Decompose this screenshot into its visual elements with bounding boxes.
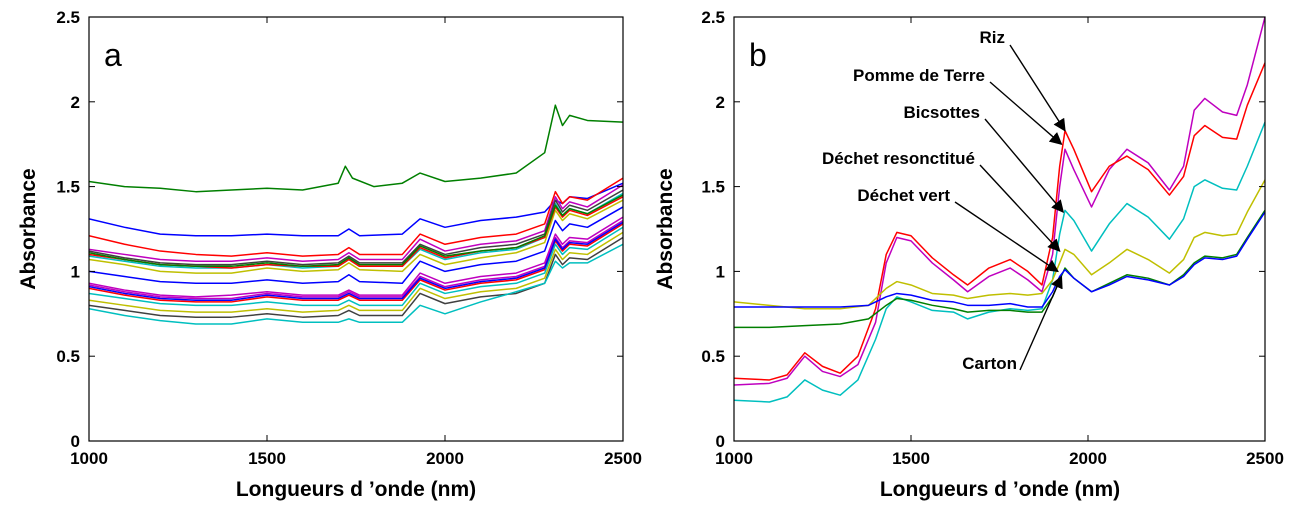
y-tick-label: 0.5 <box>701 347 725 366</box>
y-tick-label: 0 <box>716 432 725 451</box>
annotation-label: Carton <box>962 354 1017 373</box>
annotation-arrow <box>954 201 1059 273</box>
series-line-a-12 <box>89 223 623 303</box>
panel-a: 1000 1500 2000 2500 0 0.5 1 1.5 2 2.5 a Longueurs… <box>17 8 642 501</box>
plot-area-b <box>734 17 1265 441</box>
series-line-a-11 <box>89 219 623 300</box>
series-line-b-1 <box>734 17 1265 386</box>
panel-label-b: b <box>749 37 767 73</box>
series-line-b-3 <box>734 121 1265 403</box>
y-tick-label: 2 <box>71 93 80 112</box>
plot-area-a <box>89 17 623 441</box>
annotation-label: Pomme de Terre <box>853 66 985 85</box>
plot-frame-a <box>88 16 624 442</box>
x-tick-label: 1000 <box>70 449 108 468</box>
x-tick-label: 1000 <box>715 449 753 468</box>
series-line-a-3 <box>89 177 623 257</box>
x-tick-label: 1500 <box>248 449 286 468</box>
annotation-arrow <box>984 118 1065 214</box>
series-line-a-4 <box>89 184 623 262</box>
x-tick-label: 1500 <box>892 449 930 468</box>
y-tick-label: 2 <box>716 93 725 112</box>
x-tick-label: 2000 <box>1069 449 1107 468</box>
series-line-a-10 <box>89 194 623 268</box>
ticks-group-a: 1000 1500 2000 2500 0 0.5 1 1.5 2 2.5 <box>56 8 642 468</box>
y-tick-label: 1.5 <box>701 178 725 197</box>
annotation-arrow <box>979 164 1061 252</box>
ticks-group-b: 1000 1500 2000 2500 0 0.5 1 1.5 2 2.5 <box>701 8 1284 468</box>
series-line-a-15 <box>89 231 623 313</box>
series-line-a-1 <box>89 104 623 193</box>
y-tick-label: 0 <box>71 432 80 451</box>
series-line-a-2 <box>89 182 623 237</box>
series-line-a-6 <box>89 199 623 274</box>
annotation-label: Déchet resonctitué <box>822 149 975 168</box>
annotation-arrow <box>1019 275 1063 371</box>
y-axis-label-b: Absorbance <box>654 168 677 289</box>
x-axis-label-b: Longueurs d ’onde (nm) <box>880 478 1120 501</box>
y-tick-label: 1 <box>71 262 80 281</box>
plot-frame-b <box>733 16 1266 442</box>
y-tick-label: 1 <box>716 262 725 281</box>
series-line-a-7 <box>89 189 623 266</box>
series-line-a-13 <box>89 221 623 301</box>
annotation-label: Déchet vert <box>857 186 950 205</box>
series-line-a-17 <box>89 243 623 325</box>
x-tick-label: 2500 <box>1246 449 1284 468</box>
annotation-label: Bicsottes <box>903 103 980 122</box>
series-line-a-14 <box>89 226 623 307</box>
x-tick-label: 2500 <box>604 449 642 468</box>
y-tick-label: 2.5 <box>56 8 80 27</box>
y-tick-label: 1.5 <box>56 178 80 197</box>
series-line-b-2 <box>734 62 1265 381</box>
y-tick-label: 0.5 <box>56 347 80 366</box>
annotations-group-b: Riz Pomme de Terre Bicsottes Déchet resonct… <box>822 28 1066 373</box>
series-line-a-18 <box>89 216 623 298</box>
series-line-a-16 <box>89 236 623 318</box>
annotation-arrow <box>1009 44 1066 132</box>
x-axis-label-a: Longueurs d ’onde (nm) <box>236 478 476 501</box>
y-axis-label-a: Absorbance <box>17 168 40 289</box>
annotation-label: Riz <box>980 28 1006 47</box>
series-group-a <box>89 104 623 325</box>
series-line-b-6 <box>734 211 1265 308</box>
x-tick-label: 2000 <box>426 449 464 468</box>
y-tick-label: 2.5 <box>701 8 725 27</box>
series-line-a-8 <box>89 206 623 285</box>
panel-b: 1000 1500 2000 2500 0 0.5 1 1.5 2 2.5 Riz Pomme de… <box>654 8 1284 501</box>
annotation-arrow <box>989 81 1063 146</box>
panel-label-a: a <box>104 37 122 73</box>
